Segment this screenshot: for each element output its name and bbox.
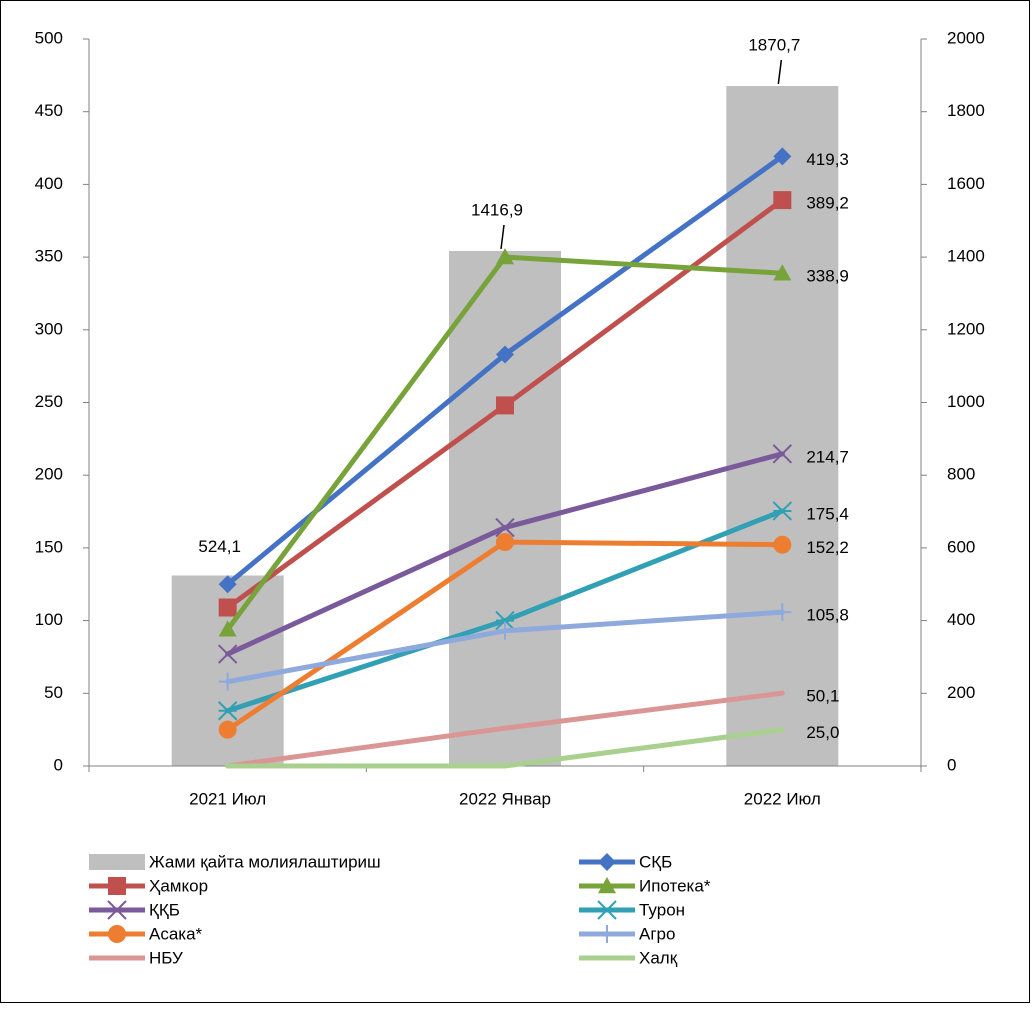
legend-swatch-0 <box>89 854 145 870</box>
series-4-point-2 <box>772 501 793 521</box>
right-tick-label-4: 800 <box>947 465 975 484</box>
legend-label-5: Турон <box>639 900 685 919</box>
series-5-point-2 <box>773 535 792 554</box>
bar-1-label-leader <box>500 224 505 250</box>
left-tick-label-6: 300 <box>35 319 63 338</box>
series-4-end-label: 175,4 <box>806 504 849 523</box>
x-tick-label-1: 2022 Январ <box>459 789 551 808</box>
series-8-end-label: 25,0 <box>806 723 839 742</box>
left-tick-label-3: 150 <box>35 537 63 556</box>
series-2-point-0 <box>218 620 237 637</box>
legend-marker-6 <box>108 925 126 943</box>
legend-marker-2 <box>108 877 126 895</box>
legend-label-7: Агро <box>639 924 675 943</box>
series-2-point-1 <box>496 248 514 265</box>
left-tick-label-1: 50 <box>44 683 63 702</box>
left-tick-label-7: 350 <box>35 247 63 266</box>
legend-label-4: ҚҚБ <box>149 900 180 919</box>
left-tick-label-10: 500 <box>35 28 63 47</box>
series-4-point-1 <box>495 610 515 631</box>
legend-marker-4 <box>107 900 127 920</box>
right-tick-label-6: 1200 <box>947 319 985 338</box>
legend-label-8: НБУ <box>149 948 183 967</box>
series-line-8 <box>225 727 785 769</box>
series-7-end-label: 50,1 <box>806 687 839 706</box>
series-5-point-1 <box>496 533 514 552</box>
right-tick-label-0: 0 <box>947 755 956 774</box>
bar-2 <box>726 86 839 766</box>
x-tick-label-2: 2022 Июл <box>744 789 821 808</box>
legend-label-2: Ҳамкор <box>149 876 208 895</box>
bar-2-label-leader <box>777 59 783 85</box>
left-tick-label-8: 400 <box>35 174 63 193</box>
series-1-point-1 <box>496 396 514 415</box>
right-tick-label-3: 600 <box>947 537 975 556</box>
right-tick-label-2: 400 <box>947 610 975 629</box>
series-3-point-0 <box>217 644 238 664</box>
right-tick-label-8: 1600 <box>947 174 985 193</box>
right-tick-label-7: 1400 <box>947 247 985 266</box>
legend-marker-5 <box>597 900 617 920</box>
series-5-point-0 <box>218 720 237 739</box>
series-2-end-label: 338,9 <box>806 267 849 286</box>
legend-label-0: Жами қайта молиялаштириш <box>149 852 381 871</box>
series-0-point-2 <box>773 147 792 166</box>
bar-1 <box>449 250 561 766</box>
left-tick-label-4: 200 <box>35 465 63 484</box>
series-6-point-1 <box>496 621 514 640</box>
series-6-point-0 <box>218 672 237 691</box>
legend-marker-1 <box>598 853 616 871</box>
right-tick-label-10: 2000 <box>947 28 985 47</box>
left-tick-label-9: 450 <box>35 101 63 120</box>
x-tick-label-0: 2021 Июл <box>189 789 266 808</box>
right-tick-label-9: 1800 <box>947 101 985 120</box>
legend-label-6: Асака* <box>149 924 203 943</box>
legend-label-9: Халқ <box>639 948 678 967</box>
right-tick-label-1: 200 <box>947 683 975 702</box>
legend-marker-3 <box>598 877 616 894</box>
left-tick-label-0: 0 <box>54 755 63 774</box>
series-1-point-0 <box>218 598 237 617</box>
right-tick-label-5: 1000 <box>947 392 985 411</box>
left-tick-label-2: 100 <box>35 610 63 629</box>
series-1-point-2 <box>773 191 792 210</box>
series-3-point-2 <box>772 444 793 464</box>
series-2-point-2 <box>773 264 792 281</box>
series-3-end-label: 214,7 <box>806 447 849 466</box>
series-5-end-label: 152,2 <box>806 538 849 557</box>
legend-label-3: Ипотека* <box>639 876 711 895</box>
series-1-end-label: 389,2 <box>806 194 849 213</box>
series-line-7 <box>225 690 785 769</box>
legend-marker-7 <box>598 925 616 943</box>
series-3-point-1 <box>495 517 515 538</box>
series-6-point-2 <box>773 603 792 622</box>
series-0-point-0 <box>218 575 237 594</box>
legend-label-1: СҚБ <box>639 852 672 871</box>
series-0-point-1 <box>496 345 514 364</box>
bar-1-label: 1416,9 <box>471 200 523 219</box>
series-6-end-label: 105,8 <box>806 606 849 625</box>
bar-2-label: 1870,7 <box>748 35 800 54</box>
series-0-end-label: 419,3 <box>806 150 849 169</box>
series-4-point-0 <box>217 701 238 721</box>
left-tick-label-5: 250 <box>35 392 63 411</box>
bar-0-label: 524,1 <box>198 537 241 556</box>
